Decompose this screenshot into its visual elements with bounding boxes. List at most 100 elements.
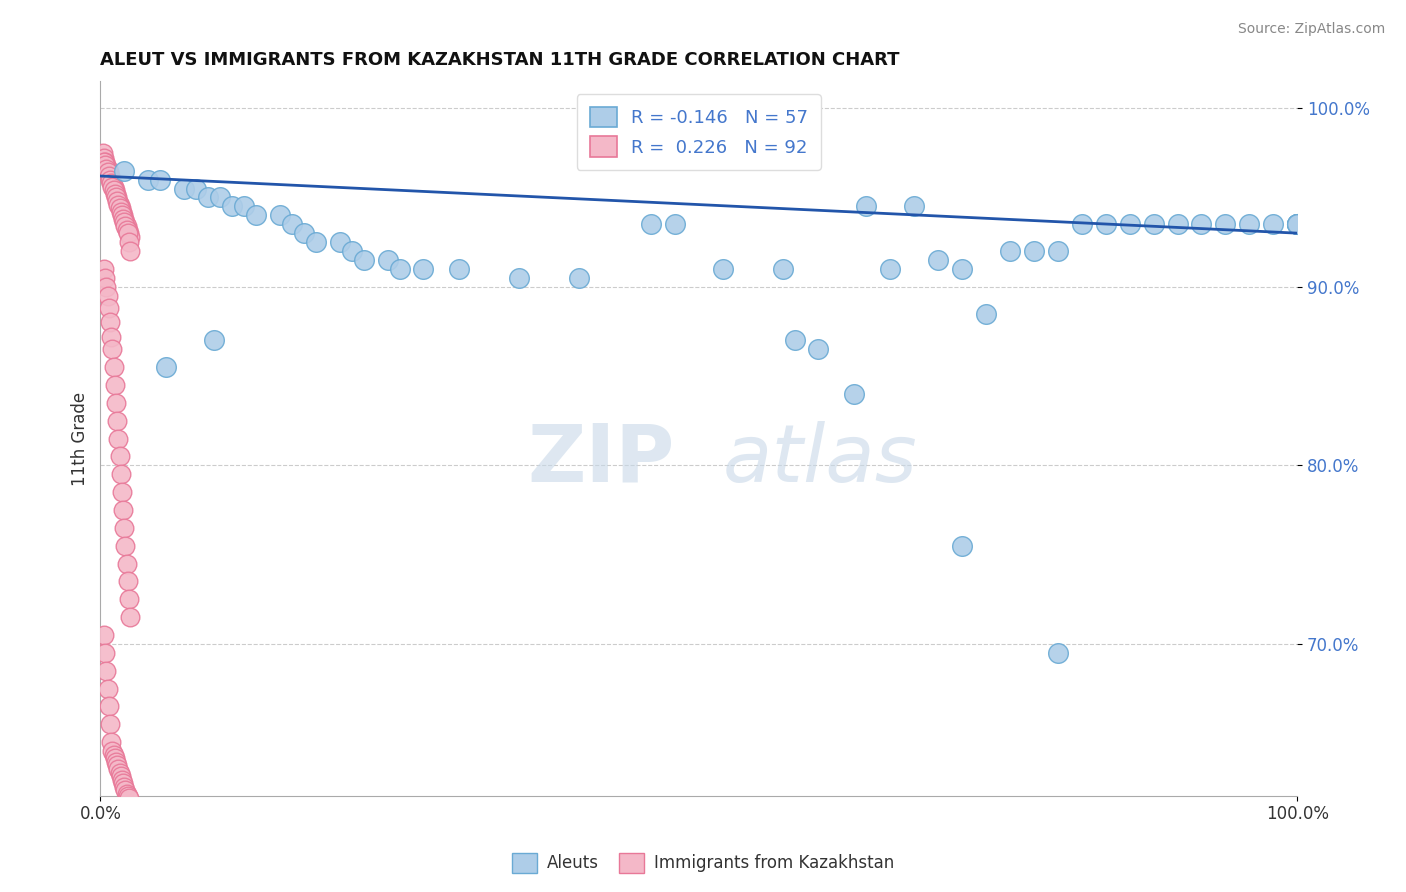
Point bbox=[103, 360, 125, 375]
Point bbox=[100, 172, 122, 186]
Text: ALEUT VS IMMIGRANTS FROM KAZAKHSTAN 11TH GRADE CORRELATION CHART: ALEUT VS IMMIGRANTS FROM KAZAKHSTAN 11TH… bbox=[100, 51, 900, 69]
Point bbox=[112, 163, 135, 178]
Point bbox=[998, 244, 1021, 258]
Point bbox=[96, 158, 118, 172]
Point bbox=[149, 172, 172, 186]
Point bbox=[108, 197, 131, 211]
Point bbox=[117, 226, 139, 240]
Point bbox=[98, 316, 121, 330]
Point bbox=[97, 699, 120, 714]
Point bbox=[197, 190, 219, 204]
Point bbox=[353, 252, 375, 267]
Point bbox=[101, 176, 124, 190]
Legend: R = -0.146   N = 57, R =  0.226   N = 92: R = -0.146 N = 57, R = 0.226 N = 92 bbox=[576, 94, 821, 170]
Point bbox=[112, 503, 135, 517]
Point bbox=[96, 165, 118, 179]
Point bbox=[118, 226, 141, 240]
Point bbox=[114, 783, 136, 797]
Point bbox=[105, 194, 128, 208]
Point bbox=[136, 172, 159, 186]
Point bbox=[111, 485, 134, 500]
Point bbox=[96, 681, 118, 696]
Point bbox=[1166, 217, 1188, 231]
Point bbox=[103, 747, 125, 762]
Point bbox=[111, 208, 134, 222]
Point bbox=[114, 219, 136, 233]
Point bbox=[108, 201, 131, 215]
Point bbox=[101, 744, 124, 758]
Point bbox=[184, 181, 207, 195]
Point bbox=[120, 229, 142, 244]
Point bbox=[1046, 646, 1069, 660]
Point bbox=[104, 186, 127, 201]
Point bbox=[117, 574, 139, 589]
Point bbox=[115, 222, 138, 236]
Point bbox=[112, 208, 135, 222]
Text: Source: ZipAtlas.com: Source: ZipAtlas.com bbox=[1237, 22, 1385, 37]
Point bbox=[98, 172, 121, 186]
Point bbox=[100, 330, 122, 344]
Point bbox=[112, 780, 135, 794]
Point bbox=[110, 467, 132, 482]
Point bbox=[855, 199, 877, 213]
Point bbox=[93, 151, 115, 165]
Point bbox=[114, 539, 136, 553]
Point bbox=[96, 161, 118, 176]
Point bbox=[1118, 217, 1140, 231]
Point bbox=[96, 279, 118, 293]
Point bbox=[950, 539, 973, 553]
Point bbox=[94, 646, 117, 660]
Legend: Aleuts, Immigrants from Kazakhstan: Aleuts, Immigrants from Kazakhstan bbox=[505, 847, 901, 880]
Point bbox=[1142, 217, 1164, 231]
Point bbox=[105, 190, 128, 204]
Point bbox=[1191, 217, 1213, 231]
Point bbox=[281, 217, 304, 231]
Point bbox=[844, 387, 866, 401]
Point bbox=[110, 769, 132, 783]
Point bbox=[340, 244, 363, 258]
Point bbox=[104, 751, 127, 765]
Point bbox=[104, 378, 127, 392]
Point bbox=[96, 288, 118, 302]
Point bbox=[112, 211, 135, 226]
Point bbox=[104, 186, 127, 201]
Point bbox=[94, 158, 117, 172]
Point bbox=[115, 557, 138, 571]
Point bbox=[103, 183, 125, 197]
Point bbox=[112, 211, 135, 226]
Point bbox=[91, 145, 114, 160]
Point bbox=[1022, 244, 1045, 258]
Point bbox=[1286, 217, 1309, 231]
Point bbox=[104, 396, 127, 410]
Point bbox=[903, 199, 925, 213]
Point bbox=[927, 252, 949, 267]
Point bbox=[103, 179, 125, 194]
Point bbox=[105, 758, 128, 772]
Point bbox=[329, 235, 352, 249]
Point bbox=[269, 208, 291, 222]
Point bbox=[173, 181, 195, 195]
Text: ZIP: ZIP bbox=[527, 421, 675, 499]
Point bbox=[112, 776, 135, 790]
Point bbox=[1094, 217, 1116, 231]
Point bbox=[1263, 217, 1285, 231]
Point bbox=[108, 450, 131, 464]
Point bbox=[107, 762, 129, 776]
Point bbox=[93, 261, 115, 276]
Point bbox=[94, 270, 117, 285]
Point bbox=[115, 219, 138, 233]
Point bbox=[1286, 217, 1309, 231]
Point bbox=[110, 204, 132, 219]
Point bbox=[155, 360, 177, 375]
Point bbox=[114, 215, 136, 229]
Point bbox=[412, 261, 434, 276]
Point bbox=[104, 190, 127, 204]
Point bbox=[97, 301, 120, 315]
Point bbox=[118, 790, 141, 805]
Point bbox=[1070, 217, 1092, 231]
Point bbox=[108, 765, 131, 780]
Point bbox=[292, 226, 315, 240]
Point bbox=[104, 183, 127, 197]
Point bbox=[97, 169, 120, 183]
Point bbox=[202, 334, 225, 348]
